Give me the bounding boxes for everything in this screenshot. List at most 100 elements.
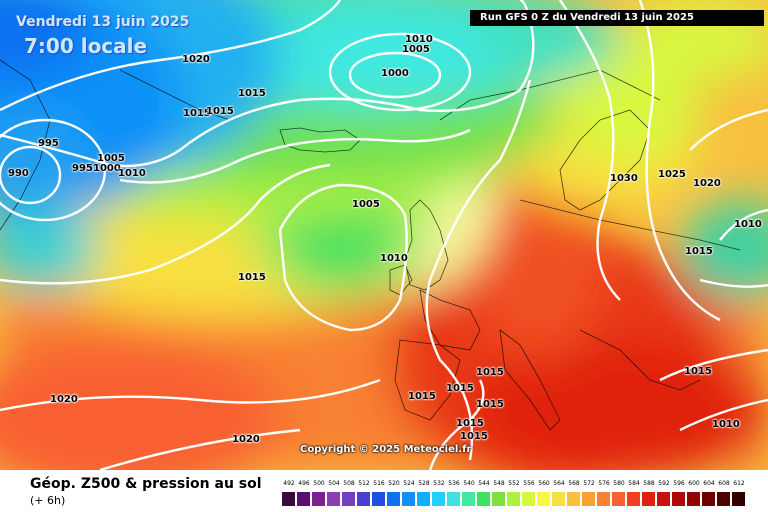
scale-color-cell (342, 492, 355, 506)
scale-color-cell (327, 492, 340, 506)
isobar-label: 1015 (456, 418, 484, 429)
scale-tick-label: 492 (283, 480, 295, 487)
isobar-label: 1015 (685, 246, 713, 257)
scale-color-cell (642, 492, 655, 506)
scale-color-cell (492, 492, 505, 506)
scale-color-cell (402, 492, 415, 506)
scale-color-cell (582, 492, 595, 506)
scale-tick-label: 600 (688, 480, 700, 487)
scale-color-cell (447, 492, 460, 506)
map-date: Vendredi 13 juin 2025 (16, 14, 190, 30)
scale-color-cell (372, 492, 385, 506)
geopotential-field (0, 0, 768, 470)
isobar-label: 1015 (408, 391, 436, 402)
scale-color-cell (702, 492, 715, 506)
isobar-label: 1015 (238, 88, 266, 99)
scale-tick-label: 532 (433, 480, 445, 487)
scale-tick-label: 504 (328, 480, 340, 487)
scale-tick-label: 596 (673, 480, 685, 487)
isobar-label: 1015 (206, 106, 234, 117)
isobar-label: 1015 (476, 367, 504, 378)
scale-color-cell (477, 492, 490, 506)
scale-color-cell (597, 492, 610, 506)
scale-color-cell (567, 492, 580, 506)
scale-tick-label: 512 (358, 480, 370, 487)
scale-color-cell (552, 492, 565, 506)
isobar-label: 1010 (712, 419, 740, 430)
scale-tick-label: 516 (373, 480, 385, 487)
scale-color-cell (312, 492, 325, 506)
legend-subtitle: (+ 6h) (30, 494, 66, 507)
scale-tick-label: 576 (598, 480, 610, 487)
isobar-label: 995 (38, 138, 59, 149)
isobar-label: 1010 (734, 219, 762, 230)
scale-color-cell (612, 492, 625, 506)
scale-color-cell (627, 492, 640, 506)
isobar-label: 1010 (405, 34, 433, 45)
isobar-label: 1020 (50, 394, 78, 405)
scale-tick-label: 528 (418, 480, 430, 487)
isobar-label: 1005 (352, 199, 380, 210)
run-info-banner: Run GFS 0 Z du Vendredi 13 juin 2025 (470, 10, 764, 26)
scale-tick-label: 584 (628, 480, 640, 487)
scale-color-cell (462, 492, 475, 506)
isobar-label: 1000 (93, 163, 121, 174)
weather-map: 1020 1010 1005 1000 1015 1015 1015 995 990 1005 99… (0, 0, 768, 470)
map-local-time: 7:00 locale (24, 34, 148, 58)
color-scale: 492 496 500 504 508 512 516 520 524 528 532 536 540 5… (282, 480, 752, 508)
scale-color-cell (657, 492, 670, 506)
scale-tick-label: 496 (298, 480, 310, 487)
scale-tick-label: 560 (538, 480, 550, 487)
scale-color-cell (357, 492, 370, 506)
isobar-label: 1015 (238, 272, 266, 283)
isobar-label: 1010 (380, 253, 408, 264)
scale-tick-label: 548 (493, 480, 505, 487)
scale-color-cell (417, 492, 430, 506)
scale-tick-label: 588 (643, 480, 655, 487)
isobar-label: 1020 (182, 54, 210, 65)
legend-title: Géop. Z500 & pression au sol (30, 476, 262, 492)
isobar-label: 1030 (610, 173, 638, 184)
scale-color-cell (432, 492, 445, 506)
scale-tick-label: 524 (403, 480, 415, 487)
isobar-label: 995 (72, 163, 93, 174)
scale-tick-label: 580 (613, 480, 625, 487)
copyright-notice: Copyright © 2025 Meteociel.fr (300, 444, 472, 455)
isobar-label: 1005 (402, 44, 430, 55)
isobars (0, 0, 768, 470)
scale-tick-label: 612 (733, 480, 745, 487)
scale-tick-label: 520 (388, 480, 400, 487)
isobar-label: 1015 (183, 108, 211, 119)
scale-tick-label: 564 (553, 480, 565, 487)
scale-color-cell (522, 492, 535, 506)
scale-color-cell (717, 492, 730, 506)
isobar-label: 1025 (658, 169, 686, 180)
legend-footer: Géop. Z500 & pression au sol (+ 6h) 492 4… (0, 470, 768, 512)
isobar-label: 1015 (460, 431, 488, 442)
scale-color-cell (507, 492, 520, 506)
scale-tick-label: 556 (523, 480, 535, 487)
scale-tick-label: 544 (478, 480, 490, 487)
isobar-label: 1015 (446, 383, 474, 394)
scale-color-cell (387, 492, 400, 506)
isobar-label: 1020 (693, 178, 721, 189)
scale-tick-label: 552 (508, 480, 520, 487)
scale-color-cell (732, 492, 745, 506)
scale-color-cell (687, 492, 700, 506)
scale-color-cell (672, 492, 685, 506)
scale-color-cell (537, 492, 550, 506)
scale-tick-label: 592 (658, 480, 670, 487)
scale-tick-label: 500 (313, 480, 325, 487)
scale-tick-label: 572 (583, 480, 595, 487)
scale-tick-label: 536 (448, 480, 460, 487)
isobar-label: 1010 (118, 168, 146, 179)
isobar-label: 1020 (232, 434, 260, 445)
isobar-label: 1015 (684, 366, 712, 377)
scale-tick-label: 568 (568, 480, 580, 487)
isobar-label: 1000 (381, 68, 409, 79)
scale-tick-label: 608 (718, 480, 730, 487)
scale-color-cell (297, 492, 310, 506)
scale-tick-label: 604 (703, 480, 715, 487)
scale-color-cell (282, 492, 295, 506)
scale-tick-label: 508 (343, 480, 355, 487)
